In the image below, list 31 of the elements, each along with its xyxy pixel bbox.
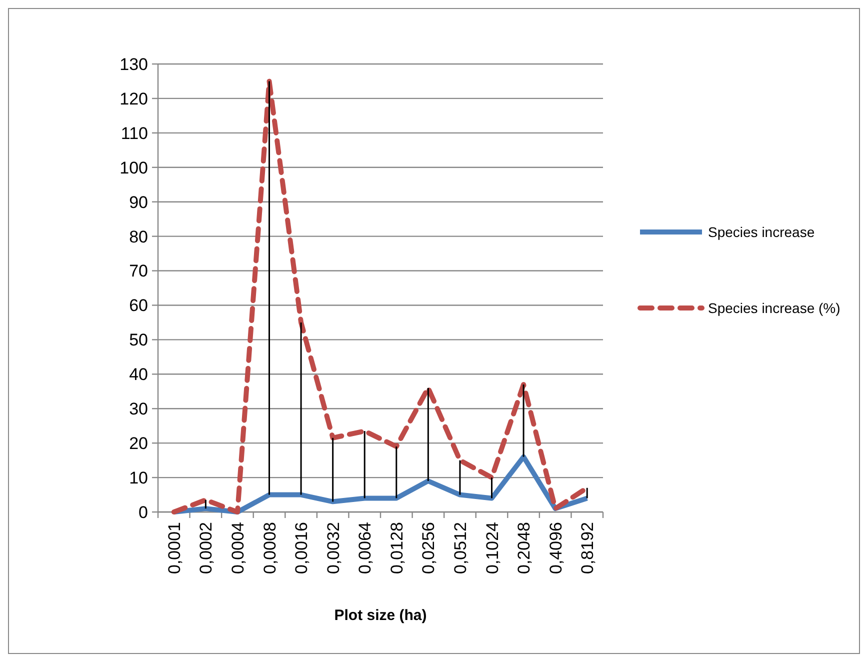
x-tick-label: 0,0064 xyxy=(356,522,375,574)
y-tick-label: 60 xyxy=(129,296,148,316)
y-tick-label: 80 xyxy=(129,227,148,246)
x-tick-label: 0,0128 xyxy=(387,522,406,574)
x-tick-label: 0,0032 xyxy=(324,522,343,574)
x-tick-label: 0,8192 xyxy=(578,522,598,574)
x-tick-label: 0,0001 xyxy=(164,522,184,574)
x-tick-label: 0,0002 xyxy=(196,522,216,574)
y-tick-label: 70 xyxy=(129,262,148,281)
x-tick-label: 0,0004 xyxy=(228,522,248,574)
y-tick-label: 20 xyxy=(129,434,148,454)
y-tick-label: 40 xyxy=(129,365,148,384)
y-tick-label: 100 xyxy=(120,158,148,178)
x-tick-label: 0,0512 xyxy=(450,522,470,574)
y-tick-label: 110 xyxy=(120,124,148,143)
y-tick-label: 90 xyxy=(129,192,148,212)
x-axis-title: Plot size (ha) xyxy=(334,607,427,624)
x-tick-label: 0,2048 xyxy=(514,522,534,574)
x-tick-label: 0,4096 xyxy=(546,522,566,574)
y-tick-label: 50 xyxy=(129,330,148,350)
y-tick-label: 0 xyxy=(138,502,148,522)
legend-label: Species increase xyxy=(708,224,815,240)
x-tick-label: 0,1024 xyxy=(482,522,502,574)
legend-label: Species increase (%) xyxy=(708,300,840,316)
y-tick-label: 10 xyxy=(129,468,148,488)
y-tick-label: 30 xyxy=(129,400,148,419)
x-tick-label: 0,0016 xyxy=(292,522,312,574)
x-tick-label: 0,0256 xyxy=(419,522,438,574)
y-tick-label: 120 xyxy=(120,89,148,108)
x-tick-label: 0,0008 xyxy=(260,522,280,574)
y-tick-label: 130 xyxy=(120,54,148,74)
